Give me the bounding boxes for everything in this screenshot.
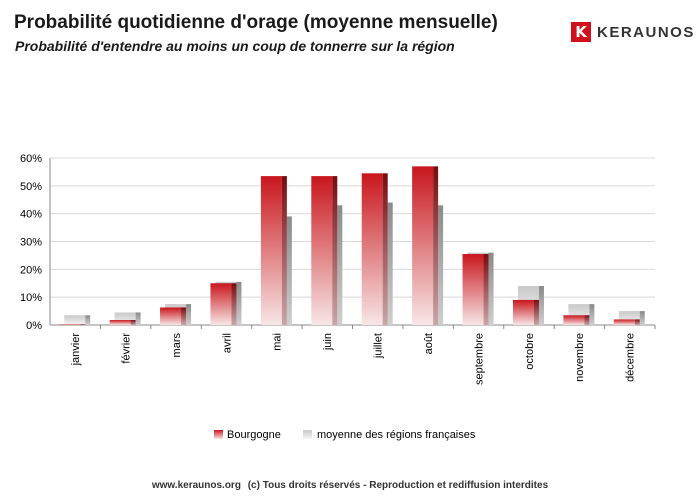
bar-bourgogne-side: [533, 299, 539, 325]
legend-swatch-moyenne: [303, 430, 312, 439]
bar-bourgogne: [462, 254, 484, 325]
bar-bourgogne-side: [80, 324, 86, 325]
x-tick-label: juin: [322, 333, 334, 351]
bar-moyenne-side: [589, 304, 595, 325]
y-tick-label: 40%: [20, 209, 42, 221]
x-tick-label: janvier: [70, 333, 82, 367]
bar-bourgogne: [260, 176, 282, 325]
x-tick-label: septembre: [473, 333, 485, 385]
bar-moyenne-side: [337, 205, 343, 325]
x-tick-label: novembre: [574, 333, 586, 382]
bar-bourgogne-side: [281, 176, 287, 325]
logo-mark-icon: K: [571, 22, 591, 42]
x-tick-label: août: [423, 333, 435, 354]
bar-moyenne-side: [85, 315, 91, 325]
y-tick-label: 20%: [20, 264, 42, 276]
bar-bourgogne-side: [433, 166, 439, 325]
x-tick-label: avril: [221, 333, 233, 353]
bar-bourgogne: [512, 299, 534, 325]
bar-bourgogne: [563, 315, 585, 325]
bar-chart: 0% 10% 20% 30% 40% 50% 60% janvier février mars av…: [20, 153, 656, 441]
bar-bourgogne-side: [332, 176, 338, 325]
bar-bourgogne: [109, 319, 131, 325]
bar-bourgogne-side: [584, 315, 590, 325]
bar-moyenne: [64, 315, 86, 325]
x-tick-label: octobre: [524, 333, 536, 370]
footer-rights: (c) Tous droits réservés - Reproduction …: [247, 480, 549, 491]
bar-moyenne-side: [135, 312, 141, 325]
bar-bourgogne-side: [231, 283, 237, 325]
legend-swatch-bourgogne: [214, 430, 223, 439]
y-tick-label: 30%: [20, 237, 42, 249]
bar-moyenne-side: [186, 304, 192, 325]
bar-moyenne-side: [488, 252, 494, 325]
x-tick-label: juillet: [373, 333, 385, 359]
bar-moyenne-side: [236, 281, 242, 325]
x-tick-label: mars: [171, 333, 183, 358]
bar-moyenne-side: [286, 216, 292, 325]
bar-bourgogne: [412, 166, 434, 325]
x-tick-label: février: [120, 333, 132, 364]
bar-moyenne-side: [387, 202, 393, 325]
legend-label-moyenne: moyenne des régions françaises: [317, 429, 476, 441]
bar-bourgogne: [160, 307, 182, 325]
legend-label-bourgogne: Bourgogne: [227, 429, 281, 441]
x-tick-label: décembre: [625, 333, 637, 382]
bar-bourgogne: [210, 283, 232, 325]
bar-moyenne-side: [438, 205, 444, 325]
bar-bourgogne-side: [483, 254, 489, 325]
chart-title: Probabilité quotidienne d'orage (moyenne…: [14, 12, 498, 33]
bar-bourgogne: [311, 176, 333, 325]
y-tick-label: 0%: [26, 320, 42, 332]
y-tick-label: 10%: [20, 292, 42, 304]
x-tick-label: mai: [272, 333, 284, 351]
footer: www.keraunos.org (c) Tous droits réservé…: [0, 480, 700, 491]
bar-bourgogne-side: [130, 319, 136, 325]
bar-bourgogne: [59, 324, 81, 325]
bar-bourgogne-side: [181, 307, 187, 325]
bar-bourgogne: [613, 319, 635, 325]
y-tick-label: 60%: [20, 153, 42, 165]
footer-site: www.keraunos.org: [151, 480, 241, 491]
bar-bourgogne-side: [634, 319, 640, 325]
bar-bourgogne-side: [382, 173, 388, 325]
y-tick-label: 50%: [20, 181, 42, 193]
bar-bourgogne: [361, 173, 383, 325]
bar-moyenne-side: [538, 286, 544, 325]
chart-subtitle: Probabilité d'entendre au moins un coup …: [15, 38, 455, 54]
logo-text: KERAUNOS: [597, 23, 695, 41]
keraunos-logo: K KERAUNOS: [571, 22, 695, 42]
bar-moyenne-side: [639, 311, 645, 325]
